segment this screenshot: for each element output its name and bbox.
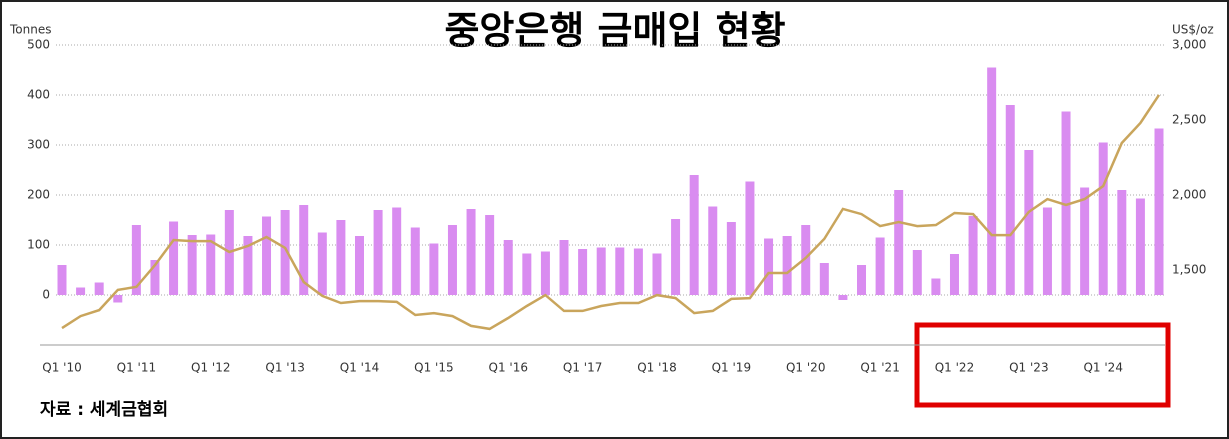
bar <box>317 232 327 295</box>
bar <box>522 253 532 295</box>
bar <box>299 205 309 295</box>
bar <box>819 263 829 295</box>
bar <box>1042 207 1052 295</box>
x-tick-label: Q1 '18 <box>637 361 676 375</box>
x-tick-label: Q1 '16 <box>489 361 528 375</box>
bar <box>447 225 457 295</box>
bar <box>1061 111 1071 295</box>
bar <box>615 247 625 295</box>
y2-tick-label: 2,500 <box>1172 113 1206 127</box>
chart-title: 중앙은행 금매입 현황 <box>444 9 785 53</box>
line <box>61 94 1161 331</box>
bar <box>503 240 513 295</box>
bar <box>1117 190 1127 295</box>
bar <box>410 227 420 295</box>
bar <box>1024 150 1034 295</box>
y2-axis-title: US$/oz <box>1172 23 1214 37</box>
y-tick-label: 100 <box>27 238 50 252</box>
bar <box>57 265 67 295</box>
bar <box>429 243 439 295</box>
x-tick-label: Q1 '23 <box>1009 361 1048 375</box>
bar <box>987 67 997 295</box>
bar <box>708 206 718 295</box>
bar <box>280 210 290 295</box>
x-tick-label: Q1 '12 <box>191 361 230 375</box>
x-tick-label: Q1 '14 <box>340 361 379 375</box>
bar <box>1080 187 1090 295</box>
bar <box>262 216 272 295</box>
y-tick-label: 400 <box>27 88 50 102</box>
x-tick-label: Q1 '15 <box>414 361 453 375</box>
bar <box>485 215 495 295</box>
bar <box>336 220 346 295</box>
bar <box>1135 198 1145 295</box>
bar <box>1154 128 1164 295</box>
bar <box>150 260 160 295</box>
x-tick-label: Q1 '22 <box>935 361 974 375</box>
bar <box>187 235 197 295</box>
y-axis-title: Tonnes <box>9 23 51 37</box>
x-tick-label: Q1 '24 <box>1083 361 1122 375</box>
bar <box>559 240 569 295</box>
bar <box>745 181 755 295</box>
bar <box>633 248 643 295</box>
x-tick-label: Q1 '10 <box>42 361 81 375</box>
bar <box>801 225 811 295</box>
bar <box>354 236 364 295</box>
bar <box>466 209 476 295</box>
bar <box>838 295 848 300</box>
bar <box>857 265 867 295</box>
bar <box>949 254 959 295</box>
x-tick-label: Q1 '13 <box>265 361 304 375</box>
bar <box>113 295 123 303</box>
source: 자료 : 세계금협회 <box>40 399 168 420</box>
bar <box>931 278 941 295</box>
y-tick-label: 500 <box>27 38 50 52</box>
x-tick-label: Q1 '21 <box>860 361 899 375</box>
bar <box>689 175 699 295</box>
bar <box>764 238 774 295</box>
bar <box>373 210 383 295</box>
bar <box>392 207 402 295</box>
bar <box>1098 142 1108 295</box>
x-tick-label: Q1 '11 <box>117 361 156 375</box>
bar <box>169 221 179 295</box>
bar <box>894 190 904 295</box>
bar <box>243 236 253 295</box>
bar <box>94 282 104 295</box>
bar <box>968 216 978 295</box>
bar <box>206 234 216 295</box>
y-tick-label: 300 <box>27 138 50 152</box>
bar <box>671 219 681 295</box>
y-tick-label: 200 <box>27 188 50 202</box>
y-tick-label: 0 <box>42 288 50 302</box>
bar <box>540 251 550 295</box>
bar <box>76 287 86 295</box>
bar <box>912 250 922 295</box>
bar <box>578 249 588 295</box>
x-tick-label: Q1 '19 <box>712 361 751 375</box>
bar <box>726 222 736 295</box>
bar <box>782 236 792 295</box>
bar <box>875 237 885 295</box>
y2-tick-label: 3,000 <box>1172 38 1206 52</box>
bar <box>1005 105 1015 295</box>
highlight-box <box>914 322 1171 408</box>
bar <box>652 253 662 295</box>
bar <box>131 225 141 295</box>
bar <box>596 247 606 295</box>
x-tick-label: Q1 '20 <box>786 361 825 375</box>
x-tick-label: Q1 '17 <box>563 361 602 375</box>
y2-tick-label: 1,500 <box>1172 263 1206 277</box>
y2-tick-label: 2,000 <box>1172 188 1206 202</box>
